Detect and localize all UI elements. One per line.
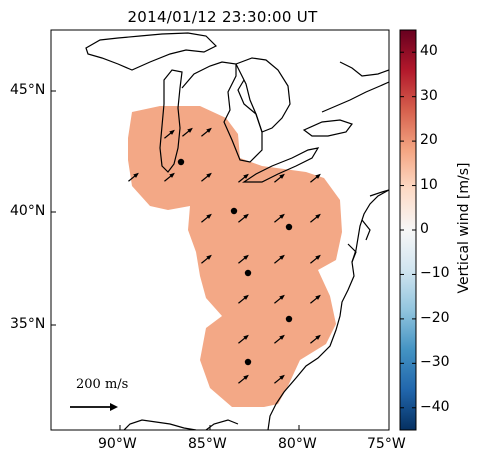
lat-label-45: 45°N <box>10 82 46 98</box>
wind-vector <box>274 334 285 344</box>
wind-vector <box>274 213 285 223</box>
wind-vector <box>201 213 212 223</box>
colorbar-tick-label: −20 <box>420 309 450 326</box>
wind-vector <box>310 254 321 264</box>
wind-vector <box>238 374 249 384</box>
wind-vector <box>201 127 212 137</box>
scale-label: 200 m/s <box>76 377 129 392</box>
colorbar-tick-label: 40 <box>420 43 438 60</box>
northeast-coastline <box>267 61 389 430</box>
lake-huron <box>235 57 291 133</box>
wind-vector <box>182 127 193 137</box>
lake-erie <box>242 147 320 183</box>
wind-vector <box>274 254 285 264</box>
lon-label-85: 85°W <box>188 436 227 452</box>
wind-vector <box>238 294 249 304</box>
lake-superior <box>85 32 218 71</box>
lon-label-90: 90°W <box>98 436 137 452</box>
gulf-coastline <box>123 419 239 430</box>
lake-ontario <box>302 119 353 137</box>
lon-label-75: 75°W <box>367 436 406 452</box>
wind-vector <box>274 294 285 304</box>
radar-station <box>285 223 293 231</box>
lon-label-80: 80°W <box>278 436 317 452</box>
wind-vector <box>128 172 139 182</box>
wind-vector <box>238 173 249 183</box>
coverage-layer <box>128 106 342 407</box>
radar-station <box>230 207 238 215</box>
colorbar-ticks <box>400 51 416 409</box>
wind-vector <box>310 213 321 223</box>
wind-vector-layer <box>128 127 321 384</box>
colorbar-tick-label: 0 <box>420 221 429 237</box>
map-frame <box>50 29 390 431</box>
radar-station <box>244 358 252 366</box>
wind-vector <box>274 173 285 183</box>
lat-label-40: 40°N <box>10 203 46 219</box>
radar-station <box>285 315 293 323</box>
wind-vector <box>310 294 321 304</box>
long-island <box>369 189 389 197</box>
michigan-outline <box>181 61 263 163</box>
colorbar-tick-label: 10 <box>420 176 438 193</box>
wind-vector <box>201 254 212 264</box>
axis-ticks <box>51 90 300 430</box>
colorbar-tick-label: −10 <box>420 265 450 282</box>
wind-vector <box>164 129 175 139</box>
lake-michigan <box>159 69 183 173</box>
wind-vector <box>310 334 321 344</box>
colorbar-tick-label: −30 <box>420 354 450 371</box>
wind-vector <box>238 334 249 344</box>
plot-title: 2014/01/12 23:30:00 UT <box>127 8 318 26</box>
wind-vector <box>274 374 285 384</box>
vertical-wind-coverage <box>128 106 342 407</box>
radar-station <box>244 269 252 277</box>
colorbar-tick-label: 30 <box>420 87 438 104</box>
radar-station <box>177 158 185 166</box>
wind-vector <box>201 172 212 182</box>
chesapeake-detail <box>347 219 371 263</box>
colorbar-tick-label: −40 <box>420 398 450 415</box>
lat-label-35: 35°N <box>10 316 46 332</box>
colorbar-title: Vertical wind [m/s] <box>456 162 472 294</box>
wind-vector <box>310 173 321 183</box>
wind-vector <box>164 172 175 182</box>
wind-vector <box>238 254 249 264</box>
radar-station-layer <box>177 158 293 366</box>
scale-arrow <box>70 403 118 411</box>
wind-vector <box>238 213 249 223</box>
colorbar-tick-label: 20 <box>420 132 438 149</box>
